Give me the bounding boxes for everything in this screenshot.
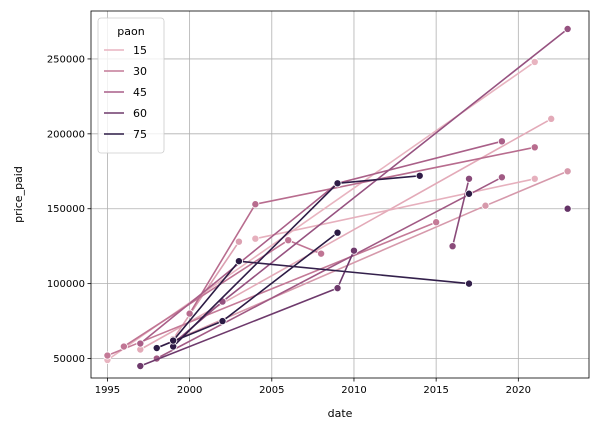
series <box>119 236 326 351</box>
legend: paon 15 30 45 60 75 <box>97 17 165 154</box>
legend-label: 45 <box>133 86 147 99</box>
data-point <box>415 171 424 180</box>
data-point <box>103 351 112 360</box>
data-point <box>333 284 342 293</box>
data-point <box>234 257 243 266</box>
x-tick-label: 2010 <box>341 385 366 396</box>
legend-label: 60 <box>133 107 147 120</box>
data-point <box>136 362 145 371</box>
x-tick-label: 1995 <box>95 385 120 396</box>
series <box>465 189 474 198</box>
data-point <box>333 179 342 188</box>
x-tick-label: 2000 <box>177 385 202 396</box>
data-point <box>349 246 358 255</box>
data-point <box>563 24 572 33</box>
data-point <box>119 342 128 351</box>
series-line <box>156 176 503 360</box>
x-tick-label: 2020 <box>506 385 531 396</box>
series <box>152 228 342 353</box>
data-point <box>465 279 474 288</box>
series-line <box>172 260 240 342</box>
data-point <box>251 234 260 243</box>
data-point <box>448 242 457 251</box>
data-point <box>563 167 572 176</box>
legend-title: paon <box>117 25 144 38</box>
data-point <box>218 317 227 326</box>
series <box>136 246 358 371</box>
data-point <box>465 174 474 183</box>
legend-label: 15 <box>133 44 147 57</box>
series <box>169 171 424 351</box>
series <box>448 174 474 251</box>
series-line <box>451 178 470 247</box>
y-tick-label: 200000 <box>47 129 85 140</box>
y-tick-label: 150000 <box>47 204 85 215</box>
y-axis: 50000 100000 150000 200000 250000 <box>47 54 91 365</box>
x-tick-label: 2015 <box>423 385 448 396</box>
data-point <box>317 249 326 258</box>
data-point <box>185 309 194 318</box>
series-line <box>238 260 470 285</box>
x-axis: 1995 2000 2005 2010 2015 2020 <box>95 378 531 396</box>
series <box>169 257 243 345</box>
data-point <box>136 339 145 348</box>
data-point <box>251 200 260 209</box>
series <box>185 143 539 318</box>
data-point <box>432 218 441 227</box>
data-point <box>234 237 243 246</box>
data-point <box>333 228 342 237</box>
legend-label: 30 <box>133 65 147 78</box>
data-point <box>152 344 161 353</box>
y-axis-label: price_paid <box>12 166 25 223</box>
data-point <box>481 201 490 210</box>
data-point <box>169 336 178 345</box>
series-line <box>107 221 437 357</box>
data-point <box>563 204 572 213</box>
data-point <box>465 189 474 198</box>
y-tick-label: 250000 <box>47 54 85 65</box>
data-point <box>530 143 539 152</box>
series <box>103 218 441 360</box>
series-line <box>255 178 535 240</box>
series <box>251 174 539 243</box>
data-point <box>284 236 293 245</box>
data-point <box>497 173 506 182</box>
series <box>563 204 572 213</box>
data-point <box>547 114 556 123</box>
y-tick-label: 100000 <box>47 279 85 290</box>
data-point <box>497 137 506 146</box>
legend-box <box>97 17 165 154</box>
y-tick-label: 50000 <box>53 354 85 365</box>
series-group <box>103 24 572 371</box>
x-axis-label: date <box>328 407 353 420</box>
legend-label: 75 <box>133 128 147 141</box>
plot-frame <box>90 10 590 379</box>
data-point <box>530 174 539 183</box>
data-point <box>530 57 539 66</box>
x-tick-label: 2005 <box>259 385 284 396</box>
